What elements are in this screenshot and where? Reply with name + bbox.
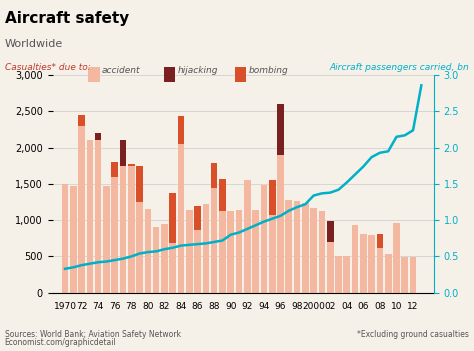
Bar — [120, 166, 127, 293]
Bar — [194, 230, 201, 293]
Bar — [169, 193, 176, 243]
Bar — [335, 256, 342, 293]
Bar — [228, 212, 234, 293]
Text: Aircraft safety: Aircraft safety — [5, 11, 129, 26]
Bar — [368, 236, 375, 293]
Bar — [111, 162, 118, 177]
Bar — [145, 209, 151, 293]
Bar — [219, 179, 226, 212]
Bar — [87, 140, 93, 293]
Bar — [137, 202, 143, 293]
Bar — [178, 117, 184, 144]
Bar — [261, 185, 267, 293]
Bar — [410, 257, 416, 293]
Bar — [153, 227, 159, 293]
Bar — [169, 243, 176, 293]
Bar — [277, 104, 284, 155]
Bar — [285, 200, 292, 293]
Bar — [377, 234, 383, 249]
Bar — [244, 180, 251, 293]
Text: accident: accident — [102, 66, 140, 75]
Bar — [78, 115, 85, 126]
Bar — [327, 221, 334, 242]
Bar — [161, 224, 168, 293]
Bar — [211, 188, 218, 293]
Bar — [194, 206, 201, 230]
Bar — [327, 242, 334, 293]
Bar — [70, 186, 77, 293]
Bar — [95, 140, 101, 293]
Text: Casualties* due to:: Casualties* due to: — [5, 63, 91, 72]
Text: bombing: bombing — [249, 66, 289, 75]
Bar — [103, 186, 110, 293]
Bar — [393, 223, 400, 293]
Bar — [236, 210, 242, 293]
Bar — [120, 140, 127, 166]
Bar — [377, 249, 383, 293]
Bar — [202, 204, 209, 293]
Bar — [62, 184, 68, 293]
Bar — [352, 225, 358, 293]
Bar — [310, 208, 317, 293]
Text: Economist.com/graphicdetail: Economist.com/graphicdetail — [5, 338, 117, 347]
Bar — [319, 212, 325, 293]
Bar — [178, 144, 184, 293]
Text: *Excluding ground casualties: *Excluding ground casualties — [357, 330, 469, 339]
Bar — [137, 166, 143, 202]
Bar — [211, 163, 218, 188]
Bar — [302, 203, 309, 293]
Text: hijacking: hijacking — [178, 66, 218, 75]
Bar — [344, 257, 350, 293]
Bar — [277, 155, 284, 293]
Bar — [186, 210, 192, 293]
Text: Sources: World Bank; Aviation Safety Network: Sources: World Bank; Aviation Safety Net… — [5, 330, 181, 339]
Bar — [385, 253, 392, 293]
Bar — [128, 164, 135, 166]
Bar — [294, 201, 301, 293]
Bar — [401, 257, 408, 293]
Bar — [78, 126, 85, 293]
Bar — [128, 166, 135, 293]
Bar — [269, 180, 275, 215]
Bar — [360, 234, 367, 293]
Bar — [269, 215, 275, 293]
Bar — [111, 177, 118, 293]
Bar — [95, 133, 101, 140]
Text: Aircraft passengers carried, bn: Aircraft passengers carried, bn — [329, 63, 469, 72]
Bar — [219, 212, 226, 293]
Bar — [252, 210, 259, 293]
Text: Worldwide: Worldwide — [5, 39, 63, 48]
